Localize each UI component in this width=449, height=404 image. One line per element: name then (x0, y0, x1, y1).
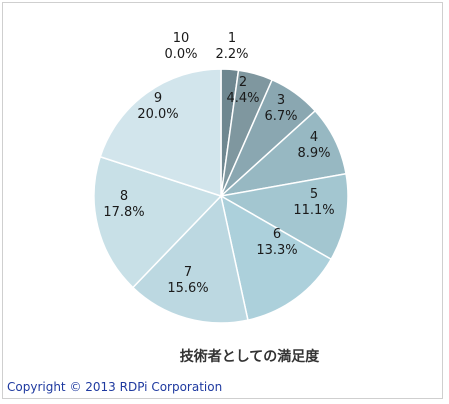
pie-slice-8 (93, 155, 223, 289)
slice-category-label: 4 (310, 130, 318, 145)
slice-category-label: 9 (154, 91, 162, 106)
slice-category-label: 1 (228, 31, 236, 46)
pie-slice-6 (219, 194, 333, 322)
slice-category-label: 3 (277, 93, 285, 108)
slice-category-label: 2 (239, 75, 247, 90)
copyright-text: Copyright © 2013 RDPi Corporation (7, 380, 223, 394)
slice-category-label: 8 (120, 189, 128, 204)
slice-value-label: 11.1% (293, 203, 334, 218)
slice-value-label: 20.0% (137, 107, 178, 122)
slice-value-label: 17.8% (103, 205, 144, 220)
slice-category-label: 6 (273, 227, 281, 242)
slice-category-label: 5 (310, 187, 318, 202)
slice-value-label: 0.0% (164, 47, 197, 62)
slice-value-label: 2.2% (215, 47, 248, 62)
slice-value-label: 8.9% (297, 146, 330, 161)
slice-value-label: 13.3% (256, 243, 297, 258)
slice-value-label: 6.7% (264, 109, 297, 124)
slice-category-label: 7 (184, 265, 192, 280)
chart-title: 技術者としての満足度 (179, 349, 320, 365)
pie-slice-5 (218, 172, 349, 261)
slice-value-label: 15.6% (167, 281, 208, 296)
slice-category-label: 10 (173, 31, 190, 46)
slice-value-label: 4.4% (226, 91, 259, 106)
pie-slice-9 (99, 68, 222, 198)
pie-slice-7 (131, 194, 249, 324)
